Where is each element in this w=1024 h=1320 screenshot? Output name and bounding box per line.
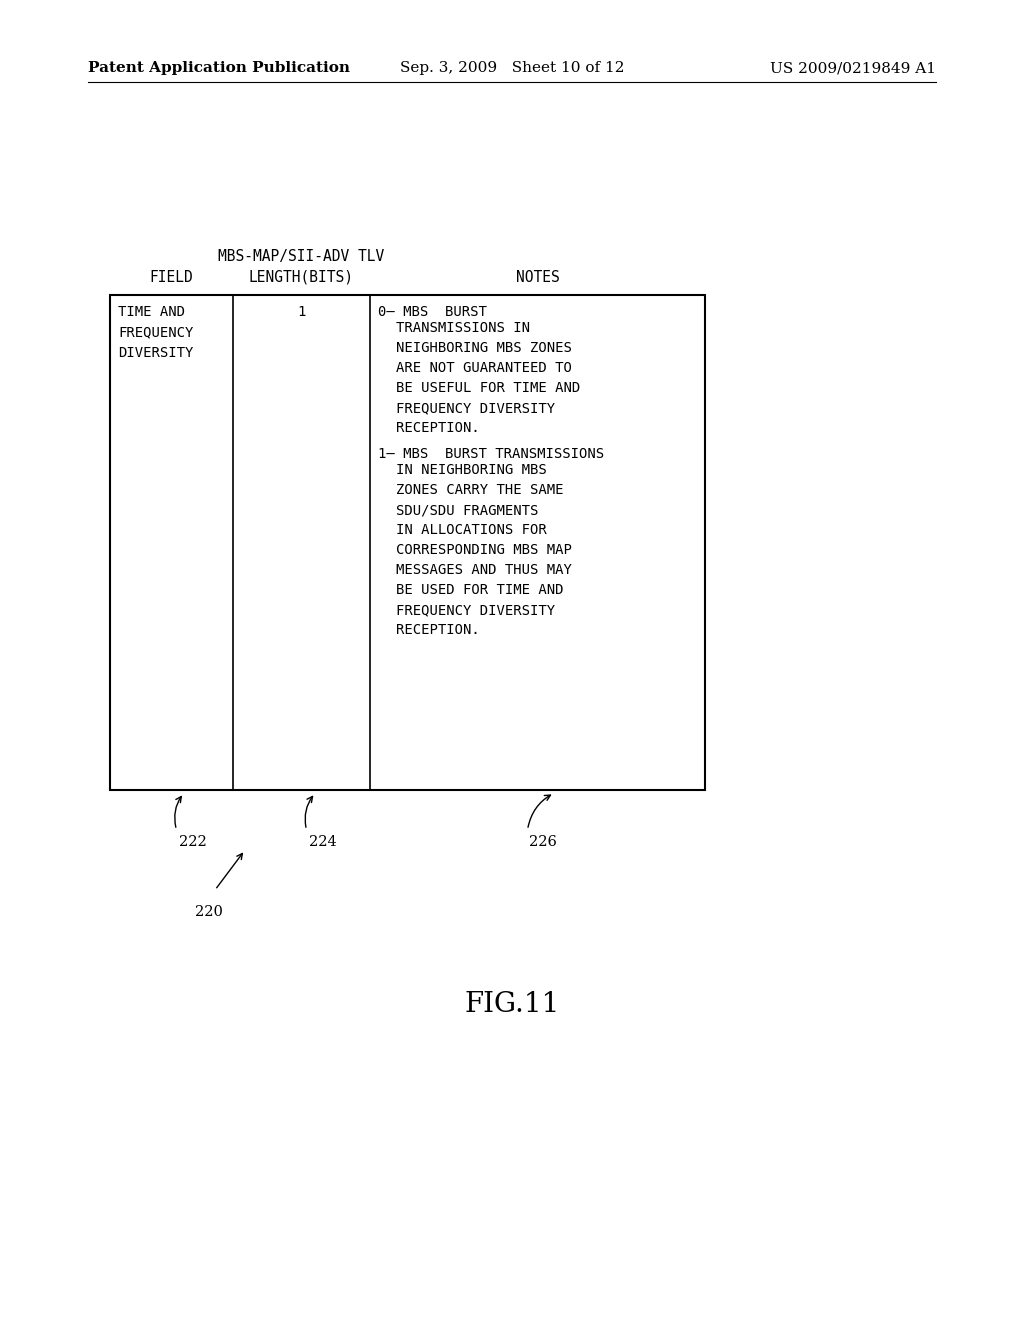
Text: 1– MBS  BURST TRANSMISSIONS: 1– MBS BURST TRANSMISSIONS bbox=[378, 447, 604, 461]
Text: 222: 222 bbox=[179, 836, 207, 849]
Text: US 2009/0219849 A1: US 2009/0219849 A1 bbox=[770, 61, 936, 75]
Text: FIG.11: FIG.11 bbox=[464, 991, 560, 1019]
Text: LENGTH(BITS): LENGTH(BITS) bbox=[249, 269, 354, 285]
Text: 226: 226 bbox=[529, 836, 557, 849]
Text: 220: 220 bbox=[195, 906, 223, 919]
Text: 224: 224 bbox=[309, 836, 337, 849]
Text: MBS-MAP/SII-ADV TLV: MBS-MAP/SII-ADV TLV bbox=[218, 249, 385, 264]
Text: FIELD: FIELD bbox=[150, 269, 194, 285]
Text: TRANSMISSIONS IN
NEIGHBORING MBS ZONES
ARE NOT GUARANTEED TO
BE USEFUL FOR TIME : TRANSMISSIONS IN NEIGHBORING MBS ZONES A… bbox=[396, 321, 581, 436]
Text: TIME AND
FREQUENCY
DIVERSITY: TIME AND FREQUENCY DIVERSITY bbox=[118, 305, 194, 360]
Text: Sep. 3, 2009   Sheet 10 of 12: Sep. 3, 2009 Sheet 10 of 12 bbox=[399, 61, 625, 75]
Bar bbox=[110, 294, 705, 789]
Text: 1: 1 bbox=[297, 305, 306, 319]
Text: NOTES: NOTES bbox=[516, 269, 559, 285]
Text: 0– MBS  BURST: 0– MBS BURST bbox=[378, 305, 486, 319]
Text: IN NEIGHBORING MBS
ZONES CARRY THE SAME
SDU/SDU FRAGMENTS
IN ALLOCATIONS FOR
COR: IN NEIGHBORING MBS ZONES CARRY THE SAME … bbox=[396, 463, 571, 638]
Text: Patent Application Publication: Patent Application Publication bbox=[88, 61, 350, 75]
